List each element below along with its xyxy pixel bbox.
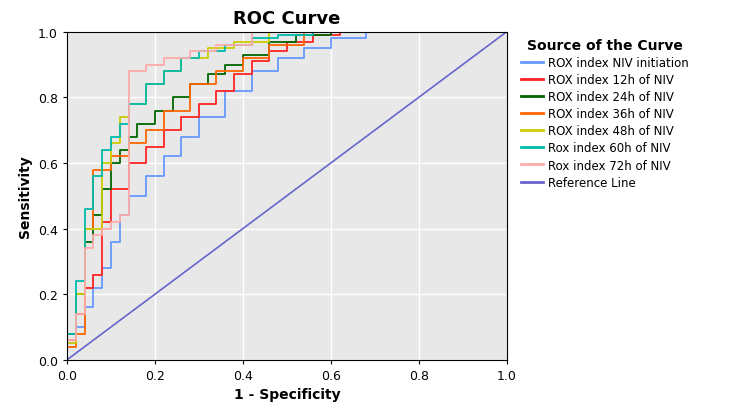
Y-axis label: Sensitivity: Sensitivity bbox=[19, 155, 33, 238]
Title: ROC Curve: ROC Curve bbox=[233, 11, 340, 28]
Legend: ROX index NIV initiation, ROX index 12h of NIV, ROX index 24h of NIV, ROX index : ROX index NIV initiation, ROX index 12h … bbox=[522, 38, 689, 189]
X-axis label: 1 - Specificity: 1 - Specificity bbox=[233, 387, 340, 401]
